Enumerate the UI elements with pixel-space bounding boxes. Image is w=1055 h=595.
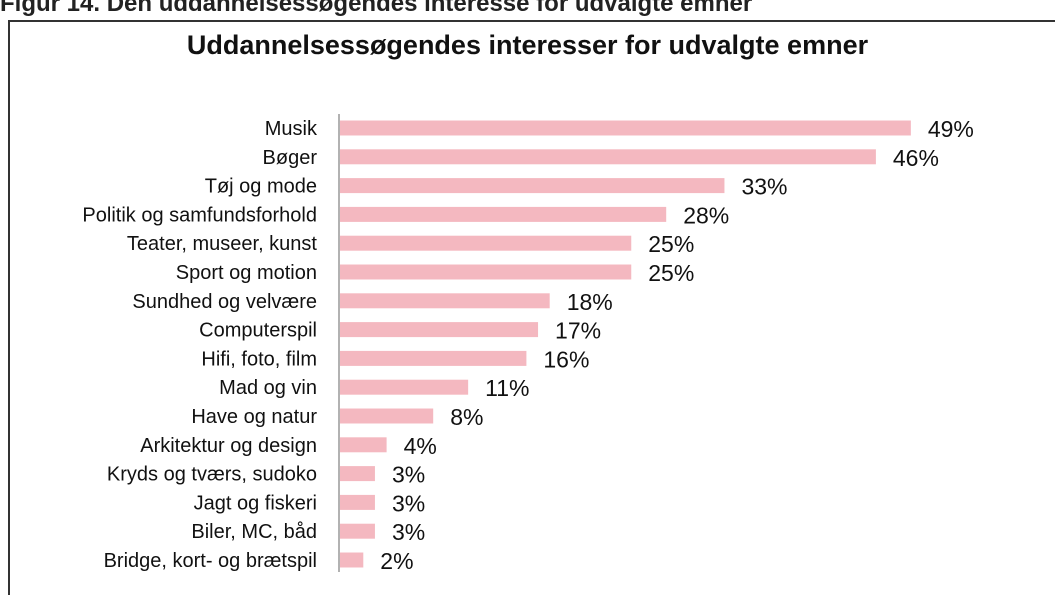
data-label: 46% <box>893 145 939 171</box>
category-label: Teater, museer, kunst <box>127 233 318 255</box>
data-label: 4% <box>404 433 437 459</box>
data-label: 49% <box>928 116 974 142</box>
bar <box>340 120 911 136</box>
category-label: Bridge, kort- og brætspil <box>104 550 317 572</box>
data-label: 28% <box>683 202 729 228</box>
data-label: 3% <box>392 490 425 516</box>
category-label: Arkitektur og design <box>140 435 317 457</box>
bar <box>340 437 387 453</box>
data-label: 25% <box>648 231 694 257</box>
data-label: 18% <box>567 289 613 315</box>
data-label: 16% <box>543 346 589 372</box>
bar <box>340 149 876 165</box>
bar <box>340 235 632 251</box>
data-label: 2% <box>380 548 413 574</box>
category-label: Politik og samfundsforhold <box>82 204 317 226</box>
bar <box>340 264 632 280</box>
category-label: Bøger <box>263 147 318 169</box>
bar <box>340 322 539 338</box>
bar <box>340 293 550 309</box>
data-label: 11% <box>485 375 529 401</box>
category-label: Sport og motion <box>176 262 317 284</box>
category-label: Computerspil <box>199 320 317 342</box>
bar <box>340 379 469 395</box>
chart-title: Uddannelsessøgendes interesser for udval… <box>186 30 869 60</box>
category-label: Musik <box>265 118 318 140</box>
category-label: Tøj og mode <box>205 176 317 198</box>
bar <box>340 408 434 424</box>
category-label: Hifi, foto, film <box>201 348 317 370</box>
chart-frame <box>8 20 1055 595</box>
data-label: 33% <box>741 174 787 200</box>
bar <box>340 178 725 194</box>
figure-caption: Figur 14. Den uddannelsessøgendes intere… <box>0 0 753 17</box>
category-label: Sundhed og velvære <box>132 291 317 313</box>
data-label: 17% <box>555 318 601 344</box>
bar <box>340 206 667 222</box>
bar <box>340 466 375 482</box>
category-label: Mad og vin <box>219 377 317 399</box>
data-label: 3% <box>392 462 425 488</box>
data-label: 8% <box>450 404 483 430</box>
bar <box>340 552 364 568</box>
category-label: Biler, MC, båd <box>191 521 317 543</box>
data-label: 3% <box>392 519 425 545</box>
data-label: 25% <box>648 260 694 286</box>
bar <box>340 350 527 366</box>
category-label: Kryds og tværs, sudoko <box>107 464 317 486</box>
category-label: Have og natur <box>191 406 317 428</box>
category-label: Jagt og fiskeri <box>194 492 317 514</box>
bar <box>340 523 375 539</box>
bar <box>340 494 375 510</box>
